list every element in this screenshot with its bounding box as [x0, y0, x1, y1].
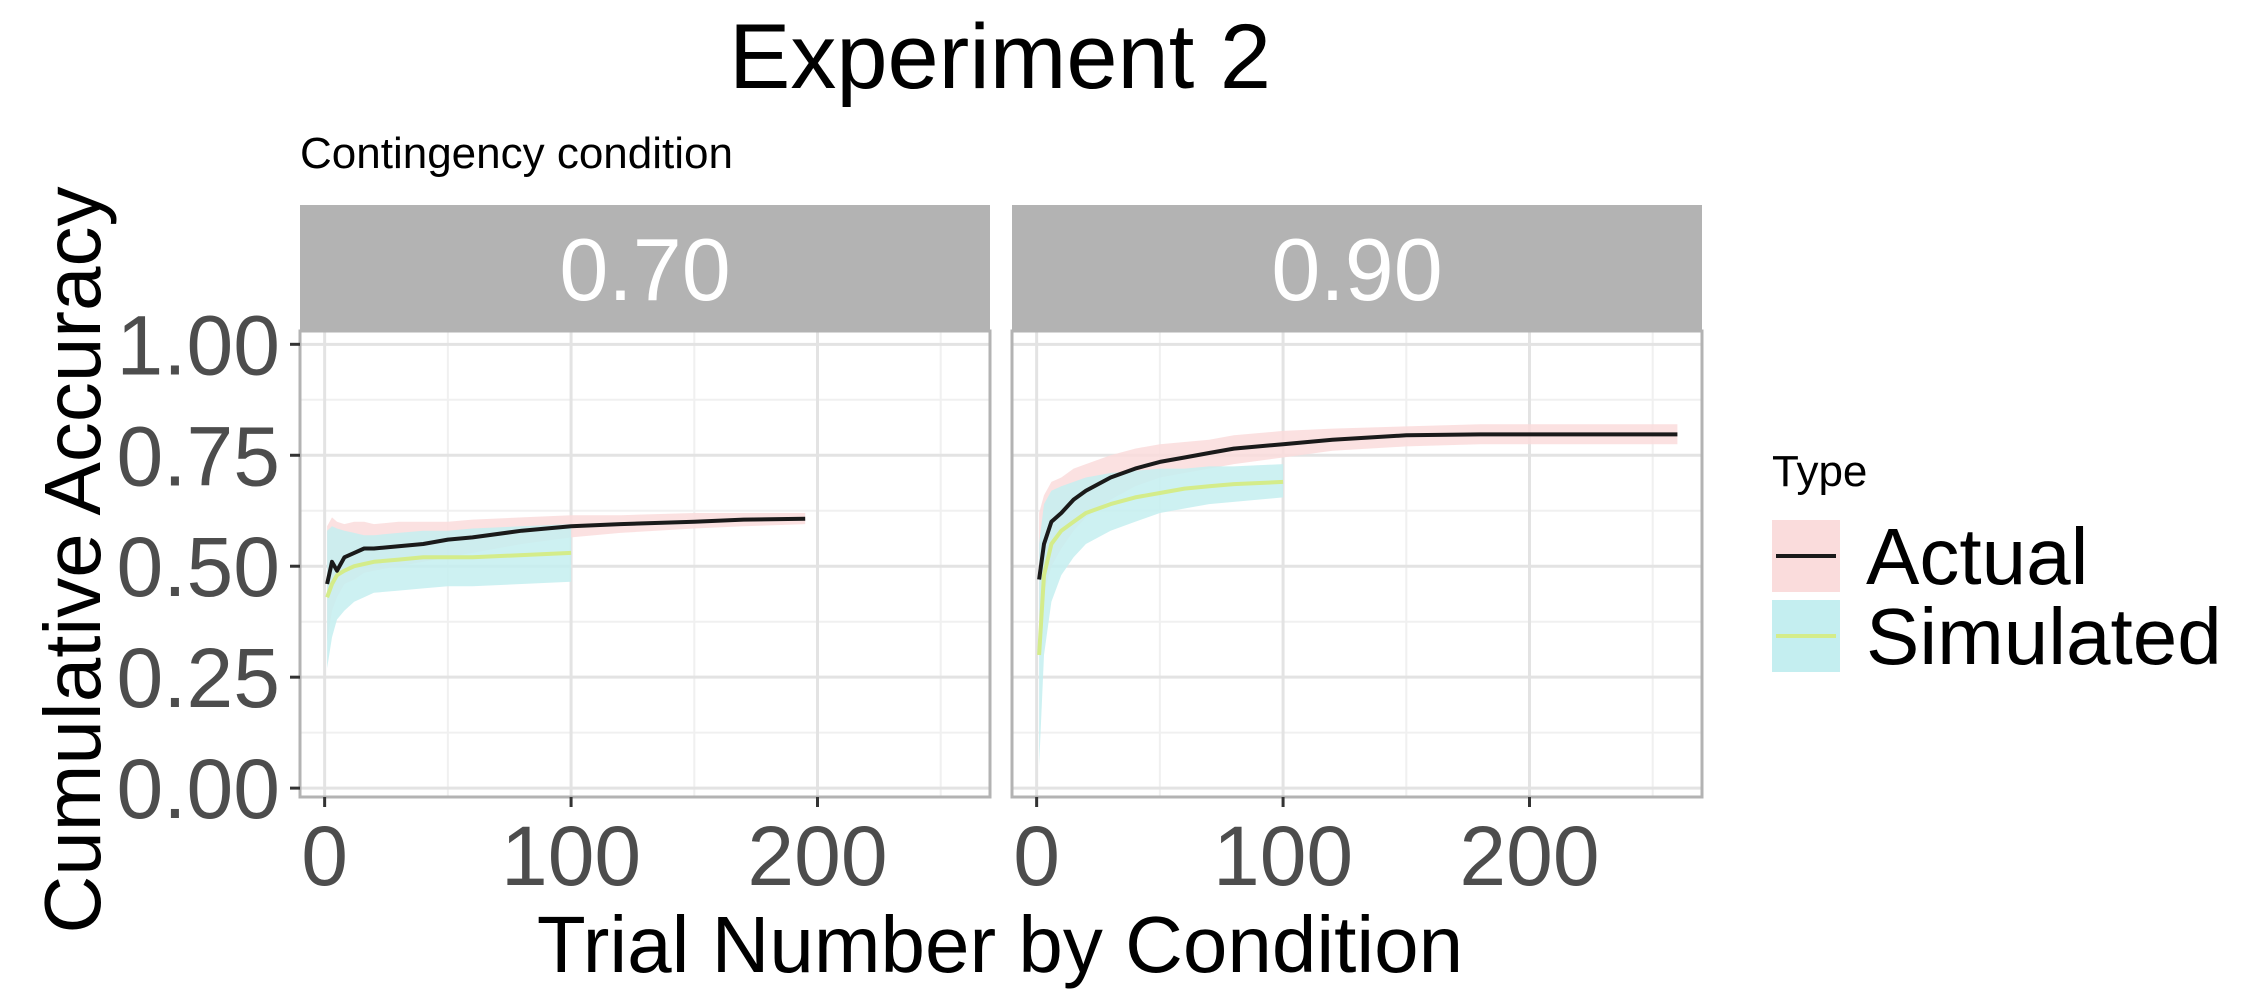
- series-line-simulated: [1037, 479, 1284, 656]
- strip-background: [300, 205, 990, 331]
- strip-label: 0.90: [1271, 220, 1442, 319]
- strip-label: 0.70: [559, 220, 730, 319]
- ribbon-simulated: [1039, 464, 1284, 766]
- legend-title: Type: [1772, 447, 1867, 496]
- y-tick-label: 1.00: [117, 298, 281, 392]
- panels-layer: 0.70 0 100 200 0.00 0.25 0.50 0.75 1.00 0.90 0 100 2…: [117, 205, 1704, 903]
- y-axis-label: Cumulative Accuracy: [28, 187, 117, 934]
- x-tick-label: 200: [747, 809, 887, 903]
- panel-border: [1010, 329, 1704, 799]
- legend-label-simulated: Simulated: [1866, 592, 2222, 681]
- y-tick-label: 0.00: [117, 742, 281, 836]
- x-tick-label: 0: [1013, 809, 1060, 903]
- x-tick-label: 0: [301, 809, 348, 903]
- x-tick-label: 100: [501, 809, 641, 903]
- x-tick-label: 100: [1213, 809, 1353, 903]
- legend-entry-actual: Actual: [1772, 512, 2088, 601]
- y-tick-label: 0.50: [117, 520, 281, 614]
- x-axis-label: Trial Number by Condition: [537, 900, 1463, 989]
- strip-background: [1012, 205, 1702, 331]
- panel-0.70: 0.70 0 100 200 0.00 0.25 0.50 0.75 1.00: [117, 205, 992, 903]
- chart-title: Experiment 2: [729, 6, 1271, 108]
- panel-background: [1012, 331, 1702, 797]
- panel-border: [298, 329, 992, 799]
- series-line-simulated: [325, 550, 572, 598]
- x-tick-label: 200: [1459, 809, 1599, 903]
- series-line-actual: [1037, 432, 1678, 580]
- legend-entry-simulated: Simulated: [1772, 592, 2222, 681]
- panel-0.90: 0.90 0 100 200: [1010, 205, 1704, 903]
- series-line-actual: [325, 516, 806, 585]
- chart-subtitle: Contingency condition: [300, 129, 733, 178]
- legend: Type Actual Simulated: [1772, 447, 2222, 681]
- y-tick-label: 0.75: [117, 409, 281, 503]
- legend-label-actual: Actual: [1866, 512, 2088, 601]
- y-tick-label: 0.25: [117, 631, 281, 725]
